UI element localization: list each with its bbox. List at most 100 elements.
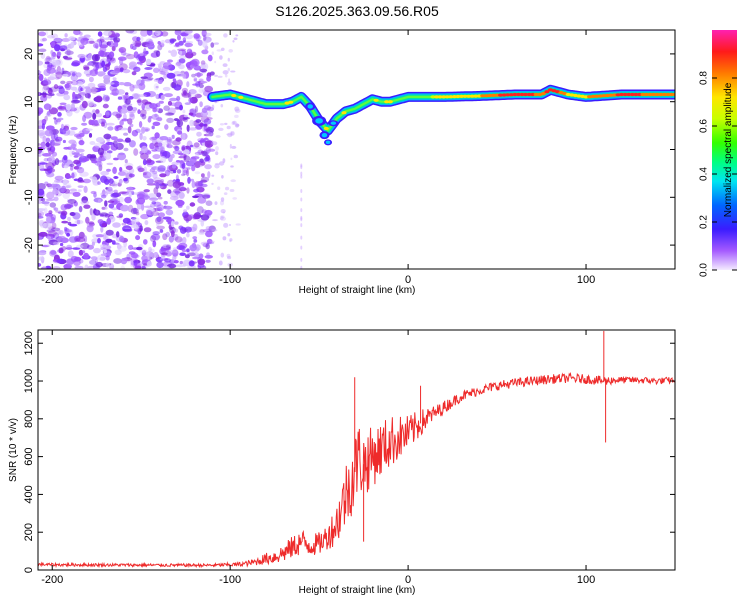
tone-ridge-hotspot [323, 126, 329, 131]
noise-blob [97, 31, 103, 37]
noise-blob [196, 131, 202, 137]
snr-x-tick-label: -100 [219, 574, 241, 586]
noise-blob [102, 233, 107, 240]
noise-blob [50, 214, 57, 221]
noise-blob [70, 126, 78, 131]
noise-blob [128, 191, 132, 198]
tone-ridge-hotspot [373, 98, 379, 102]
noise-blob [136, 36, 141, 42]
noise-blob [211, 141, 218, 146]
snr-y-tick-label: 1200 [23, 331, 35, 355]
noise-blob [42, 153, 52, 157]
noise-blob [300, 257, 303, 262]
noise-blob [177, 48, 187, 52]
noise-blob [221, 47, 225, 51]
noise-blob [121, 222, 127, 226]
noise-blob [135, 211, 140, 216]
noise-blob [130, 43, 134, 50]
noise-blob [96, 71, 106, 76]
noise-blob [95, 112, 103, 118]
noise-blob [205, 200, 213, 206]
noise-blob [202, 41, 208, 48]
spectrogram-x-label: Height of straight line (km) [299, 285, 416, 296]
noise-blob [207, 54, 213, 62]
noise-blob [59, 105, 63, 109]
noise-blob [178, 54, 187, 60]
noise-blob [74, 219, 84, 225]
noise-blob [172, 139, 181, 146]
noise-blob [158, 100, 164, 104]
noise-blob [159, 173, 167, 178]
noise-blob [74, 265, 84, 269]
noise-blob [125, 165, 133, 171]
noise-blob [170, 190, 179, 198]
noise-blob [76, 219, 81, 225]
noise-blob [84, 264, 89, 269]
noise-blob [118, 196, 124, 203]
noise-blob [205, 131, 213, 137]
noise-blob [193, 252, 200, 259]
noise-blob [66, 80, 73, 84]
noise-blob [99, 212, 109, 217]
noise-blob [95, 95, 103, 103]
snr-x-label: Height of straight line (km) [299, 585, 416, 596]
noise-blob [181, 146, 185, 151]
noise-blob [165, 251, 173, 257]
noise-blob [38, 256, 45, 261]
noise-blob [45, 216, 51, 224]
snr-series-line [38, 371, 675, 569]
noise-blob [105, 255, 110, 261]
noise-blob [43, 83, 49, 91]
noise-blob [101, 206, 106, 210]
noise-blob [186, 167, 191, 170]
noise-blob [45, 265, 52, 269]
noise-blob [116, 138, 124, 143]
noise-blob [198, 87, 205, 94]
noise-blob [43, 79, 52, 86]
noise-blob [199, 101, 203, 108]
noise-blob [53, 84, 59, 90]
snr-y-tick-label: 600 [23, 447, 35, 465]
noise-blob [227, 67, 230, 72]
tone-ridge-hotspot [522, 92, 529, 97]
noise-blob [113, 258, 122, 264]
noise-blob [143, 227, 152, 233]
noise-blob [300, 208, 303, 213]
noise-blob [71, 103, 75, 110]
noise-blob [85, 128, 93, 131]
noise-blob [227, 132, 233, 138]
noise-blob [138, 121, 143, 128]
noise-blob [108, 178, 114, 184]
noise-blob [160, 94, 165, 101]
noise-blob [112, 242, 120, 245]
noise-blob [100, 171, 110, 176]
noise-blob [111, 207, 119, 211]
noise-blob [105, 229, 114, 236]
noise-blob [230, 179, 236, 183]
noise-blob [300, 189, 303, 193]
noise-blob [58, 247, 64, 254]
noise-blob [204, 164, 212, 170]
noise-blob [105, 110, 112, 118]
noise-blob [175, 160, 181, 163]
noise-blob [175, 264, 185, 268]
noise-blob [80, 91, 87, 95]
noise-blob [167, 100, 173, 106]
noise-blob [61, 123, 64, 130]
noise-blob [211, 228, 218, 232]
noise-blob [91, 213, 96, 221]
noise-blob [129, 84, 135, 92]
noise-blob [169, 39, 175, 44]
noise-blob [212, 219, 218, 222]
noise-blob [179, 252, 186, 256]
noise-blob [134, 40, 142, 48]
noise-blob [73, 30, 81, 36]
chart-title: S126.2025.363.09.56.R05 [275, 3, 439, 19]
noise-blob [217, 75, 223, 78]
noise-blob [143, 263, 147, 266]
noise-blob [173, 80, 177, 84]
noise-blob [110, 80, 120, 88]
noise-blob [198, 160, 207, 163]
noise-blob [230, 131, 235, 136]
noise-blob [43, 94, 47, 98]
